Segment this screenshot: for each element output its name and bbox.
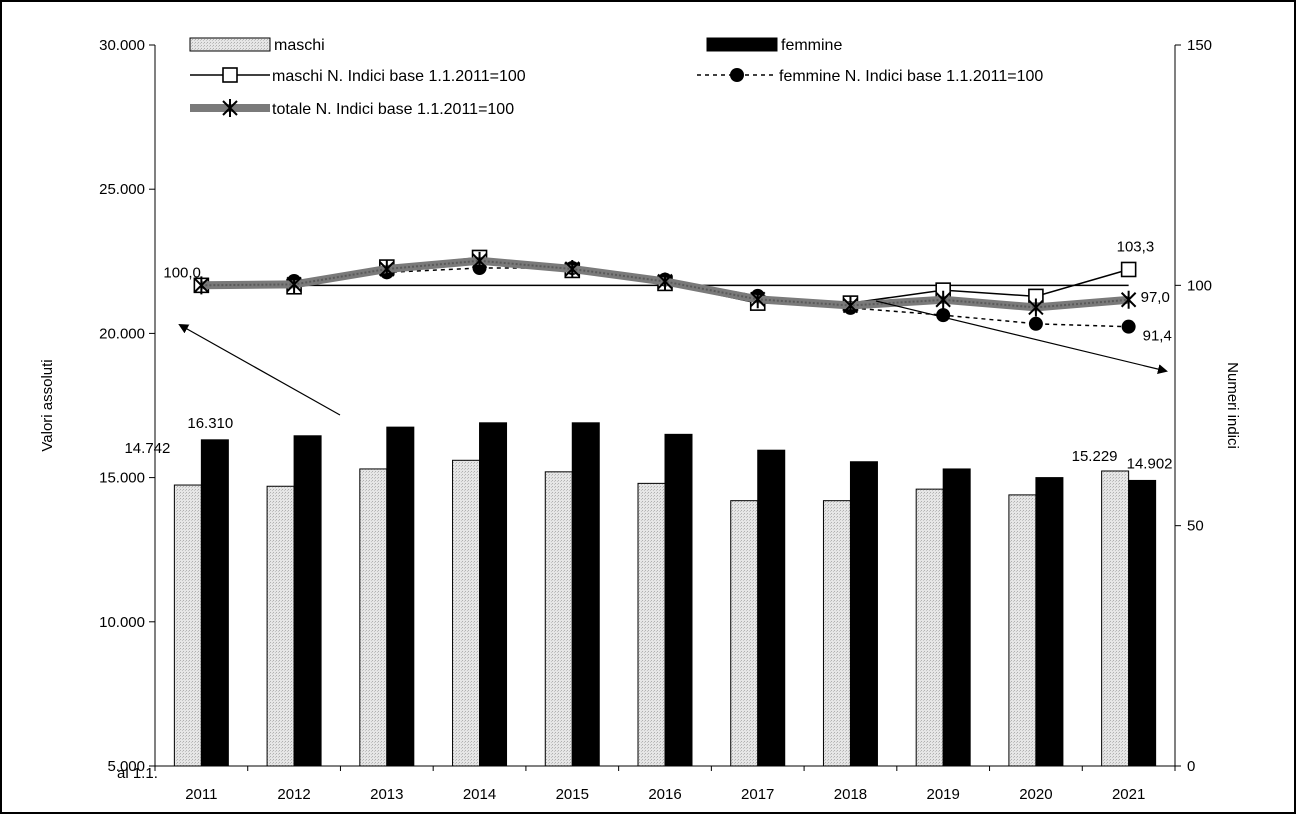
marker-star-2014: [471, 251, 488, 270]
right-tick-label: 0: [1187, 758, 1195, 775]
marker-circle-2021: [1121, 319, 1136, 334]
left-tick-label: 20.000: [99, 325, 145, 342]
legend-swatch-femmine: [706, 37, 778, 52]
right-tick-label: 150: [1187, 37, 1212, 54]
bar-femmine-2020: [1035, 477, 1064, 767]
bar-femmine-2013: [386, 426, 415, 767]
x-prefix-label: al 1.1.: [117, 765, 158, 782]
data-label: 14.902: [1127, 455, 1173, 472]
arrow-right-axis: [875, 300, 1168, 374]
legend-label-femmine N. Indici base 1.1.2011=100: femmine N. Indici base 1.1.2011=100: [779, 68, 1043, 85]
marker-circle-2020: [1028, 316, 1043, 331]
marker-star-2019: [935, 290, 951, 309]
marker-circle-2019: [936, 308, 951, 323]
bar-femmine-2012: [293, 435, 322, 767]
legend-label-maschi N. Indici base 1.1.2011=100: maschi N. Indici base 1.1.2011=100: [272, 68, 526, 85]
bar-femmine-2016: [664, 433, 693, 767]
bar-maschi-2021: [1101, 470, 1130, 767]
bar-maschi-2017: [730, 500, 759, 767]
x-tick-label: 2016: [648, 786, 681, 803]
x-tick-label: 2019: [926, 786, 959, 803]
bar-maschi-2013: [359, 468, 388, 767]
bar-femmine-2018: [849, 461, 878, 767]
marker-star-2017: [750, 290, 766, 309]
data-label: 100,0: [163, 264, 201, 281]
x-tick-label: 2015: [556, 786, 589, 803]
left-tick-label: 25.000: [99, 181, 145, 198]
bar-maschi-2020: [1008, 494, 1037, 767]
data-label: 91,4: [1143, 328, 1172, 345]
bar-maschi-2016: [637, 482, 666, 767]
left-tick-label: 15.000: [99, 470, 145, 487]
bar-femmine-2019: [942, 468, 971, 767]
arrow-left-axis: [178, 324, 341, 416]
x-tick-label: 2011: [185, 786, 217, 803]
bar-maschi-2019: [915, 488, 944, 767]
legend-label-totale N. Indici base 1.1.2011=100: totale N. Indici base 1.1.2011=100: [272, 101, 514, 118]
legend-marker-square: [222, 67, 238, 83]
bar-maschi-2014: [452, 459, 481, 767]
data-label: 16.310: [187, 415, 233, 432]
legend-marker-circle: [730, 68, 744, 82]
marker-star-2011: [193, 276, 210, 295]
legend-label-femmine: femmine: [781, 37, 842, 54]
marker-star-2013: [379, 259, 395, 278]
left-tick-label: 30.000: [99, 37, 145, 54]
marker-star-2015: [564, 259, 580, 278]
x-tick-label: 2018: [834, 786, 867, 803]
bar-femmine-2021: [1128, 479, 1157, 767]
right-tick-label: 100: [1187, 277, 1212, 294]
legend-swatch-maschi: [189, 37, 271, 52]
legend-marker-star: [222, 99, 238, 117]
x-tick-label: 2013: [370, 786, 403, 803]
data-label: 97,0: [1141, 289, 1170, 306]
data-label: 103,3: [1117, 238, 1155, 255]
y-right-axis-title: Numeri indici: [1224, 362, 1241, 449]
marker-star-2021: [1120, 290, 1137, 309]
data-label: 14.742: [124, 440, 170, 457]
bar-maschi-2018: [822, 500, 851, 767]
marker-star-2018: [842, 296, 859, 315]
data-label: 15.229: [1072, 448, 1118, 465]
bar-femmine-2014: [479, 422, 508, 767]
marker-square-2021: [1120, 261, 1137, 278]
bar-maschi-2011: [173, 484, 202, 767]
left-tick-label: 10.000: [99, 614, 145, 631]
marker-star-2012: [286, 275, 302, 294]
x-tick-label: 2012: [277, 786, 310, 803]
bar-maschi-2015: [544, 471, 573, 767]
x-tick-label: 2021: [1112, 786, 1145, 803]
right-tick-label: 50: [1187, 518, 1204, 535]
bar-maschi-2012: [266, 485, 295, 767]
legend-label-maschi: maschi: [274, 37, 325, 54]
bar-femmine-2015: [571, 422, 600, 767]
marker-star-2016: [657, 272, 673, 291]
x-tick-label: 2014: [463, 786, 496, 803]
bar-femmine-2011: [200, 439, 229, 767]
x-tick-label: 2017: [741, 786, 774, 803]
marker-star-2020: [1028, 298, 1044, 317]
bar-femmine-2017: [757, 449, 786, 767]
left-tick-label: 5.000: [107, 758, 145, 775]
x-tick-label: 2020: [1019, 786, 1052, 803]
y-left-axis-title: Valori assoluti: [39, 359, 56, 451]
line-texture-totale N. Indici base 1.1.2011=100: [201, 259, 1129, 309]
